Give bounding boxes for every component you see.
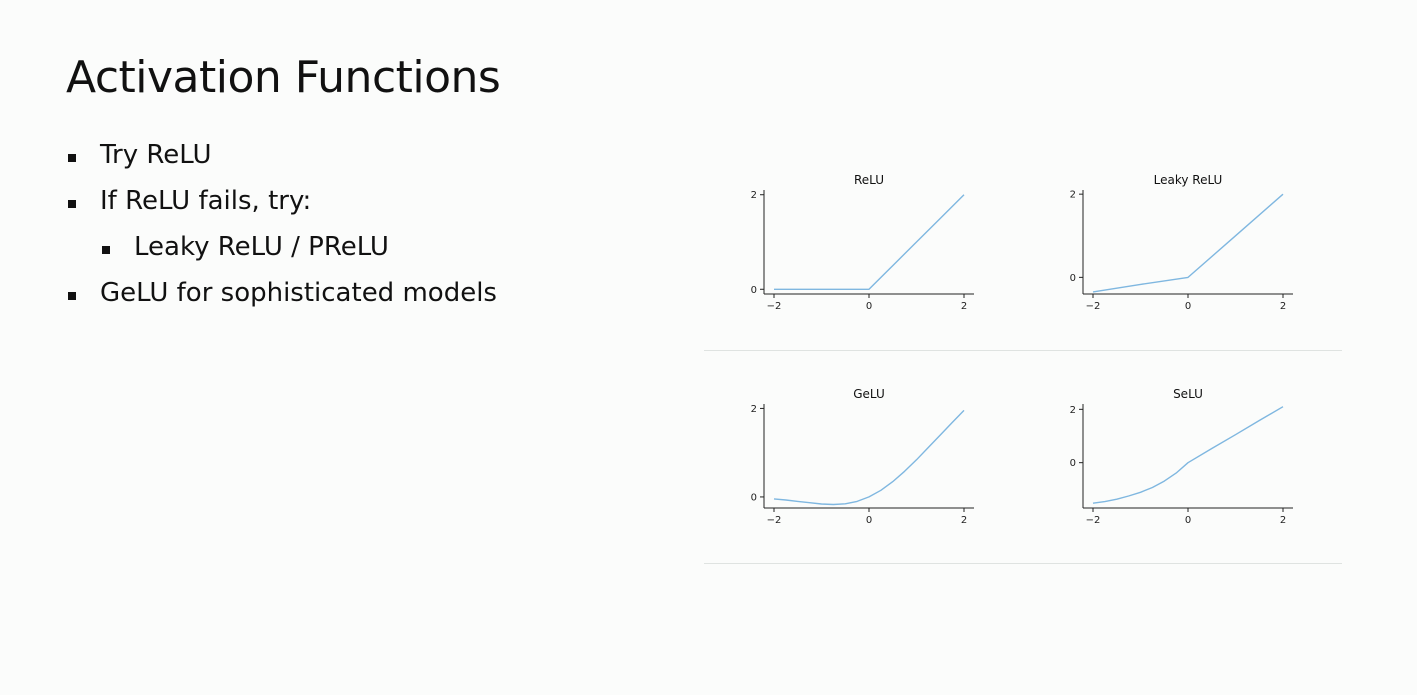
chart-title: GeLU [853, 387, 885, 401]
y-tick-label: 0 [1070, 273, 1076, 284]
square-bullet-icon [68, 200, 76, 208]
chart-selu: SeLU −2 0 2 0 2 [1070, 387, 1293, 526]
bullet-text: If ReLU fails, try: [100, 186, 312, 216]
bullet-text: GeLU for sophisticated models [100, 278, 497, 308]
chart-title: ReLU [854, 173, 884, 187]
slide-title: Activation Functions [66, 52, 501, 103]
y-tick-label: 2 [1070, 190, 1076, 201]
x-tick-label: 0 [1185, 301, 1191, 312]
square-bullet-icon [68, 292, 76, 300]
x-tick-label: 0 [866, 515, 872, 526]
selu-series-line [1092, 406, 1284, 504]
x-tick-label: 2 [961, 301, 967, 312]
y-tick-label: 2 [751, 190, 757, 201]
relu-series-line [774, 194, 965, 291]
chart-relu: ReLU −2 0 2 0 2 [751, 173, 974, 312]
square-bullet-icon [102, 246, 110, 254]
x-tick-label: 0 [1185, 515, 1191, 526]
bullet-item: If ReLU fails, try: [66, 186, 497, 232]
gelu-series-line [773, 409, 965, 506]
y-tick-label: 0 [751, 492, 757, 503]
bullet-item: GeLU for sophisticated models [66, 278, 497, 324]
y-tick-label: 0 [751, 285, 757, 296]
bullet-item: Try ReLU [66, 140, 497, 186]
x-tick-label: 2 [1280, 515, 1286, 526]
x-tick-label: −2 [1086, 515, 1101, 526]
x-tick-label: 2 [1280, 301, 1286, 312]
chart-leaky-relu: Leaky ReLU −2 0 2 0 2 [1070, 173, 1293, 312]
y-tick-label: 2 [751, 404, 757, 415]
y-tick-label: 2 [1070, 405, 1076, 416]
divider [704, 350, 1342, 351]
x-tick-label: −2 [1086, 301, 1101, 312]
x-tick-label: −2 [767, 301, 782, 312]
chart-gelu: GeLU −2 0 2 0 2 [751, 387, 974, 526]
bullet-list: Try ReLU If ReLU fails, try: Leaky ReLU … [66, 140, 497, 324]
x-tick-label: −2 [767, 515, 782, 526]
bullet-text: Try ReLU [100, 140, 212, 170]
divider [704, 563, 1342, 564]
chart-title: SeLU [1173, 387, 1203, 401]
bullet-text: Leaky ReLU / PReLU [134, 232, 389, 262]
chart-title: Leaky ReLU [1154, 173, 1223, 187]
x-tick-label: 2 [961, 515, 967, 526]
sub-bullet-item: Leaky ReLU / PReLU [100, 232, 497, 278]
y-tick-label: 0 [1070, 458, 1076, 469]
square-bullet-icon [68, 154, 76, 162]
leaky-relu-series-line [1092, 193, 1284, 293]
x-tick-label: 0 [866, 301, 872, 312]
